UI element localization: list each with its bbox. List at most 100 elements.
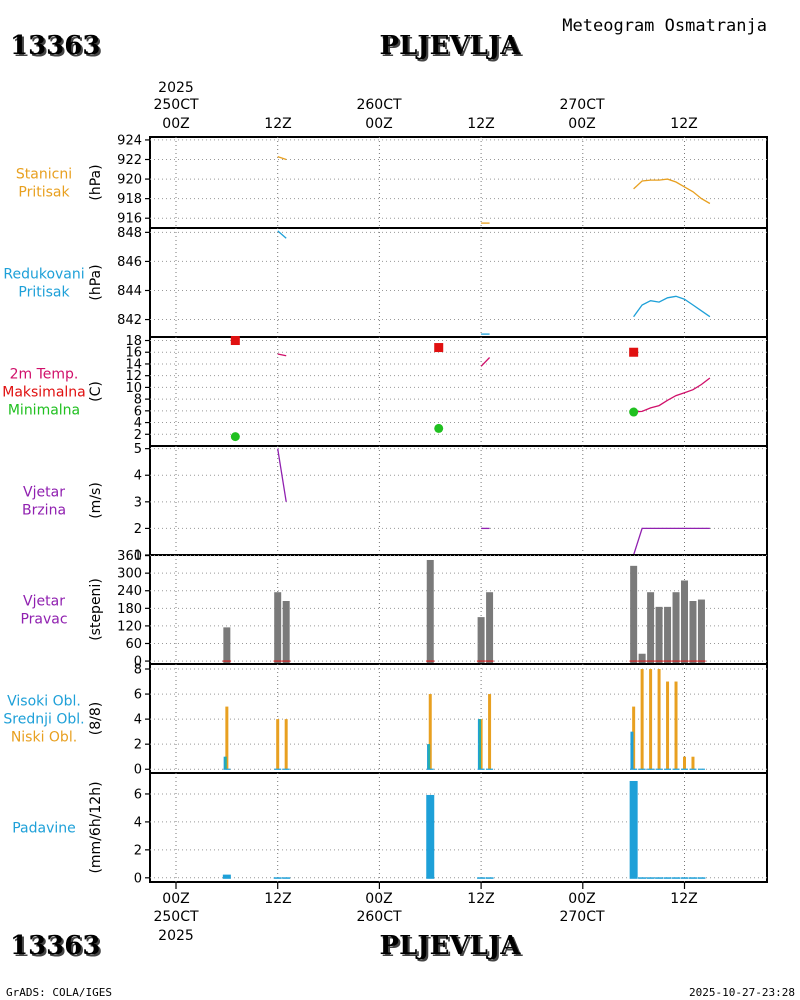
series-line: [633, 377, 711, 413]
panel-frame: [149, 772, 768, 883]
y-tick-label: 916: [117, 212, 142, 227]
precip-bar: [663, 877, 672, 879]
cloud-low-bar: [632, 706, 636, 770]
bottom-year-label: 2025: [158, 928, 194, 944]
wind-dir-bar: [672, 592, 680, 664]
y-tick-label: 1: [134, 549, 142, 564]
y-tick-label: 16: [125, 346, 142, 361]
y-tick-label: 10: [125, 381, 142, 396]
min-temp-marker: [230, 432, 240, 442]
precip-bar: [222, 874, 231, 879]
cloud-low-bar: [428, 694, 432, 770]
top-hour-label: 00Z: [162, 116, 189, 132]
cloud-mid-bar: [479, 719, 481, 770]
series-line: [632, 527, 710, 556]
panel-label: Padavine: [12, 821, 76, 837]
y-tick-label: 12: [125, 369, 142, 384]
y-tick-label: 2: [134, 738, 142, 753]
wind-dir-bar: [689, 601, 697, 664]
panel-label: Pritisak: [18, 285, 70, 301]
cloud-low-bar: [683, 756, 686, 770]
cloud-low-bar: [674, 681, 678, 770]
precip-bar: [477, 877, 486, 879]
station-name: PLJEVLJA: [380, 31, 522, 61]
panel-label: Pravac: [20, 612, 67, 628]
panel-station_pressure: 916 918 920 922 924 (hPa) Stanicni Pritisak: [16, 133, 768, 229]
y-tick-label: 0: [134, 655, 142, 670]
precip-bar: [680, 877, 689, 879]
cloud-low-bar: [284, 719, 288, 770]
panel-label: 2m Temp.: [10, 367, 79, 383]
top-year-label: 2025: [158, 80, 194, 96]
panel-frame: [149, 336, 768, 447]
y-tick-label: 240: [117, 584, 142, 599]
precip-bar: [688, 877, 697, 879]
precip-bar: [646, 877, 655, 879]
panel-label: Vjetar: [23, 594, 65, 610]
panel-reduced_pressure: 842 844 846 848 (hPa)Redukovani Pritisak: [3, 226, 768, 338]
y-tick-label: 848: [117, 226, 142, 241]
precip-bar: [282, 877, 291, 879]
y-tick-label: 0: [134, 871, 142, 886]
max-temp-marker: [230, 336, 240, 346]
panel-label: Pritisak: [18, 185, 70, 201]
footer-station-id-shadow: 13363: [12, 933, 102, 963]
y-tick-label: 300: [117, 567, 142, 582]
y-tick-label: 2: [134, 522, 142, 537]
panel-cloud_cover: 0 2 4 6 8 (8/8) Visoki Obl. Srednji Obl. Niski O…: [3, 663, 768, 778]
y-tick-label: 2: [134, 843, 142, 858]
precip-bar: [426, 794, 435, 879]
y-tick-label: 14: [125, 357, 142, 372]
y-tick-label: 2: [134, 428, 142, 443]
precip-bar: [697, 877, 706, 879]
precip-bar: [638, 877, 647, 879]
series-line: [277, 155, 287, 161]
min-temp-marker: [434, 423, 444, 433]
panel-wind_speed: 1 2 3 4 5 (m/s) Vjetar Brzina: [22, 442, 768, 564]
station-name-shadow: PLJEVLJA: [382, 33, 524, 63]
footer-station-name-shadow: PLJEVLJA: [382, 933, 524, 963]
top-hour-label: 00Z: [568, 116, 595, 132]
min-temp-marker: [629, 407, 639, 417]
y-tick-label: 4: [134, 416, 142, 431]
panel-label: Stanicni: [16, 167, 72, 183]
wind-dir-bar: [274, 592, 282, 664]
top-date-label: 260CT: [356, 97, 401, 113]
max-temp-marker: [434, 343, 444, 353]
cloud-low-bar: [649, 669, 653, 770]
top-time-axis: 2025 250CT 260CT 270CT 00Z 12Z 00Z 12Z 0…: [153, 80, 697, 132]
wind-dir-bar: [647, 592, 655, 664]
product-title: Meteogram Osmatranja: [562, 16, 767, 36]
footer-credit: GrADS: COLA/IGES: [6, 986, 112, 999]
cloud-low-bar: [691, 756, 695, 770]
bottom-hour-label: 12Z: [264, 891, 291, 907]
cloud-low-bar: [666, 681, 670, 770]
y-tick-label: 920: [117, 173, 142, 188]
y-tick-label: 6: [134, 404, 142, 419]
wind-dir-bar: [630, 565, 638, 664]
y-axis-label: (C): [88, 381, 104, 402]
panel-label: Srednji Obl.: [3, 712, 84, 728]
station-id: 13363: [10, 31, 100, 61]
y-tick-label: 8: [134, 663, 142, 678]
series-line: [277, 448, 287, 502]
bottom-time-axis: 00Z 12Z 00Z 12Z 00Z 12Z 250CT 260CT 270C…: [153, 891, 697, 944]
y-tick-label: 8: [134, 393, 142, 408]
bottom-hour-label: 12Z: [670, 891, 697, 907]
y-tick-label: 918: [117, 192, 142, 207]
cloud-low-bar: [479, 719, 483, 770]
wind-dir-bar: [477, 617, 485, 664]
bottom-date-label: 260CT: [356, 909, 401, 925]
wind-dir-bar: [486, 592, 494, 664]
y-axis-label: (mm/6h/12h): [88, 781, 104, 873]
wind-dir-bar: [223, 627, 231, 664]
y-tick-label: 4: [134, 469, 142, 484]
footer-station-name: PLJEVLJA: [380, 931, 522, 961]
cloud-low-bar: [488, 694, 492, 770]
y-tick-label: 60: [125, 637, 142, 652]
max-temp-marker: [629, 347, 639, 357]
panel-frame: [149, 136, 768, 229]
panels: 916918920922924(hPa)StanicniPritisak8428…: [2, 133, 768, 889]
series-line: [633, 178, 711, 205]
